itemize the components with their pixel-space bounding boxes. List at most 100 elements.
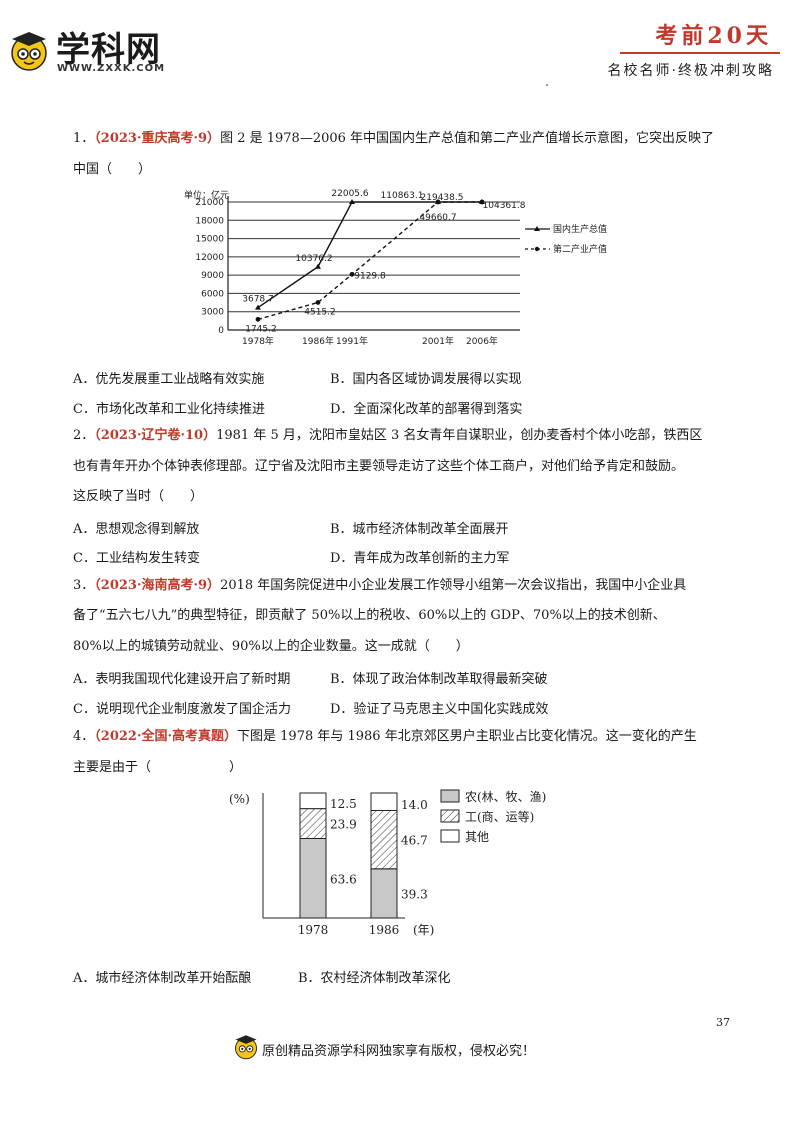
chart1-legend-industry-label: 第二产业产值: [553, 243, 607, 255]
q2-option-c[interactable]: C．工业结构发生转变: [73, 551, 200, 566]
chart1-industry-data-label: 49660.7: [419, 213, 456, 223]
chart1-legend-gdp-label: 国内生产总值: [553, 223, 607, 235]
chart2-legend-swatch: [440, 809, 460, 823]
header-title: 考前20天: [655, 23, 772, 49]
chart1-gdp-data-label: 110863.1: [381, 191, 424, 201]
q1-option-b[interactable]: B．国内各区域协调发展得以实现: [330, 372, 522, 387]
chart2-data-label: 23.9: [330, 818, 357, 832]
chart1-industry-data-label: 1745.2: [245, 324, 277, 334]
footer-copyright: 原创精品资源学科网独家享有版权，侵权必究！: [262, 1044, 536, 1059]
chart2-bar-segment: [370, 810, 398, 870]
q4-stacked-bar-chart: (%) 63.6 23.9 12.5 1978 39.3 46.7 14.0 1986 (年) 农(…: [229, 789, 546, 937]
q2-line2: 也有青年开办个体钟表修理部。辽宁省及沈阳市主要领导走访了这些个体工商户，对他们给…: [73, 459, 685, 474]
q4-text-1: 下图是 1978 年与 1986 年北京郊区男户主职业占比变化情况。这一变化的产…: [237, 729, 697, 744]
chart1-ytick-label: 9000: [201, 271, 224, 281]
chart1-industry-point: [255, 316, 261, 322]
chart1-gdp-data-label: 3678.7: [242, 295, 274, 305]
chart1-legend-industry-marker: [534, 246, 540, 252]
decorative-dot: [546, 84, 548, 86]
logo-mascot-icon: [11, 32, 47, 71]
chart1-industry-data-label: 9129.8: [354, 271, 386, 281]
q3-number: 3．: [73, 578, 95, 593]
footer-mascot-icon: [235, 1035, 257, 1060]
chart1-ytick-label: 12000: [195, 253, 224, 263]
q2-option-d[interactable]: D．青年成为改革创新的主力军: [330, 551, 510, 566]
chart1-ytick-label: 3000: [201, 308, 224, 318]
q4-option-a[interactable]: A．城市经济体制改革开始酝酿: [73, 971, 252, 986]
chart2-data-label: 63.6: [330, 872, 357, 886]
chart1-gdp-point: [255, 304, 261, 310]
chart1-industry-point: [479, 199, 485, 205]
chart1-industry-point: [315, 300, 321, 305]
chart1-industry-point: [435, 199, 441, 205]
q1-number: 1．: [73, 131, 95, 146]
q3-source: （2023·海南高考·9）: [94, 578, 221, 593]
header-divider: [620, 52, 780, 54]
chart2-bar-segment: [370, 868, 398, 919]
chart2-bar-segment: [299, 792, 327, 810]
chart1-ytick-label: 15000: [195, 235, 224, 245]
q4-option-b[interactable]: B．农村经济体制改革深化: [298, 971, 451, 986]
chart1-ytick-label: 18000: [195, 216, 224, 226]
q1-source: （2023·重庆高考·9）: [94, 131, 221, 146]
chart2-bar-segment: [299, 838, 327, 919]
chart2-xtick-label: 1978: [298, 923, 329, 937]
chart1-gdp-data-label: 219438.5: [421, 193, 464, 203]
chart1-gdp-point: [315, 263, 321, 269]
chart2-legend-label: 农(林、牧、渔): [465, 790, 546, 804]
chart2-data-label: 46.7: [401, 834, 428, 848]
q3-line3: 80%以上的城镇劳动就业、90%以上的企业数量。这一成就（ ）: [73, 639, 469, 654]
q2-option-a[interactable]: A．思想观念得到解放: [73, 522, 200, 537]
q1-option-d[interactable]: D．全面深化改革的部署得到落实: [330, 402, 523, 417]
q3-line1: 3．（2023·海南高考·9）2018 年国务院促进中小企业发展工作领导小组第一…: [73, 577, 686, 595]
chart1-xtick-label: 1978年: [242, 335, 274, 347]
q4-source: （2022·全国·高考真题）: [94, 729, 238, 744]
chart1-gdp-point: [349, 199, 355, 204]
q2-line1: 2．（2023·辽宁卷·10）1981 年 5 月，沈阳市皇姑区 3 名女青年自…: [73, 427, 702, 445]
q2-line3: 这反映了当时（ ）: [73, 489, 204, 504]
chart1-unit-label: 单位：亿元: [184, 189, 229, 201]
chart2-data-label: 12.5: [330, 797, 357, 811]
q3-line2: 备了“五六七八九”的典型特征，即贡献了 50%以上的税收、60%以上的 GDP、…: [73, 608, 666, 623]
chart2-legend-swatch: [440, 789, 460, 803]
chart1-gdp-data-label: 10376.2: [295, 254, 332, 264]
chart2-bar-segment: [370, 792, 398, 811]
chart1-xtick-label: 1991年: [336, 335, 368, 347]
chart2-y-unit-label: (%): [229, 792, 250, 806]
chart1-ytick-label: 6000: [201, 289, 224, 299]
logo-url: WWW.ZXXK.COM: [57, 63, 166, 74]
chart1-xtick-label: 1986年: [302, 335, 334, 347]
chart2-bar-segment: [299, 808, 327, 839]
q2-source: （2023·辽宁卷·10）: [94, 428, 217, 443]
header-subtitle: 名校名师·终极冲刺攻略: [607, 63, 774, 79]
chart2-legend-label: 工(商、运等): [465, 809, 534, 824]
chart2-legend-label: 其他: [465, 830, 489, 844]
q1-line2: 中国（ ）: [73, 162, 152, 177]
page-number: 37: [716, 1016, 730, 1029]
q3-option-a[interactable]: A．表明我国现代化建设开启了新时期: [73, 672, 291, 687]
chart2-data-label: 39.3: [401, 887, 428, 901]
q3-option-c[interactable]: C．说明现代企业制度激发了国企活力: [73, 702, 291, 717]
chart2-legend-swatch: [440, 829, 460, 843]
chart1-industry-point: [349, 271, 355, 277]
chart2-xtick-label: 1986: [369, 923, 400, 937]
q3-option-b[interactable]: B．体现了政治体制改革取得最新突破: [330, 672, 548, 687]
q4-number: 4．: [73, 729, 95, 744]
q2-option-b[interactable]: B．城市经济体制改革全面展开: [330, 522, 509, 537]
chart1-industry-data-label: 4515.2: [304, 307, 336, 317]
chart1-ytick-label: 21000: [195, 198, 224, 208]
chart1-gdp-data-label: 22005.6: [331, 189, 368, 199]
chart1-industry-data-label: 104361.8: [483, 201, 526, 211]
q1-line1: 1．（2023·重庆高考·9）图 2 是 1978—2006 年中国国内生产总值…: [73, 130, 714, 148]
q3-option-d[interactable]: D．验证了马克思主义中国化实践成效: [330, 702, 549, 717]
chart1-xtick-label: 2001年: [422, 335, 454, 347]
chart2-data-label: 14.0: [401, 798, 428, 812]
logo-text: 学科网: [56, 30, 161, 70]
q1-option-c[interactable]: C．市场化改革和工业化持续推进: [73, 402, 265, 417]
q1-text-1: 图 2 是 1978—2006 年中国国内生产总值和第二产业产值增长示意图，它突…: [220, 131, 715, 146]
q2-text-1: 1981 年 5 月，沈阳市皇姑区 3 名女青年自谋职业，创办麦香村个体小吃部，…: [216, 428, 703, 443]
q1-option-a[interactable]: A．优先发展重工业战略有效实施: [73, 372, 265, 387]
chart1-xtick-label: 2006年: [466, 335, 498, 347]
q4-line1: 4．（2022·全国·高考真题）下图是 1978 年与 1986 年北京郊区男户…: [73, 728, 697, 746]
q3-text-1: 2018 年国务院促进中小企业发展工作领导小组第一次会议指出，我国中小企业具: [220, 578, 687, 593]
